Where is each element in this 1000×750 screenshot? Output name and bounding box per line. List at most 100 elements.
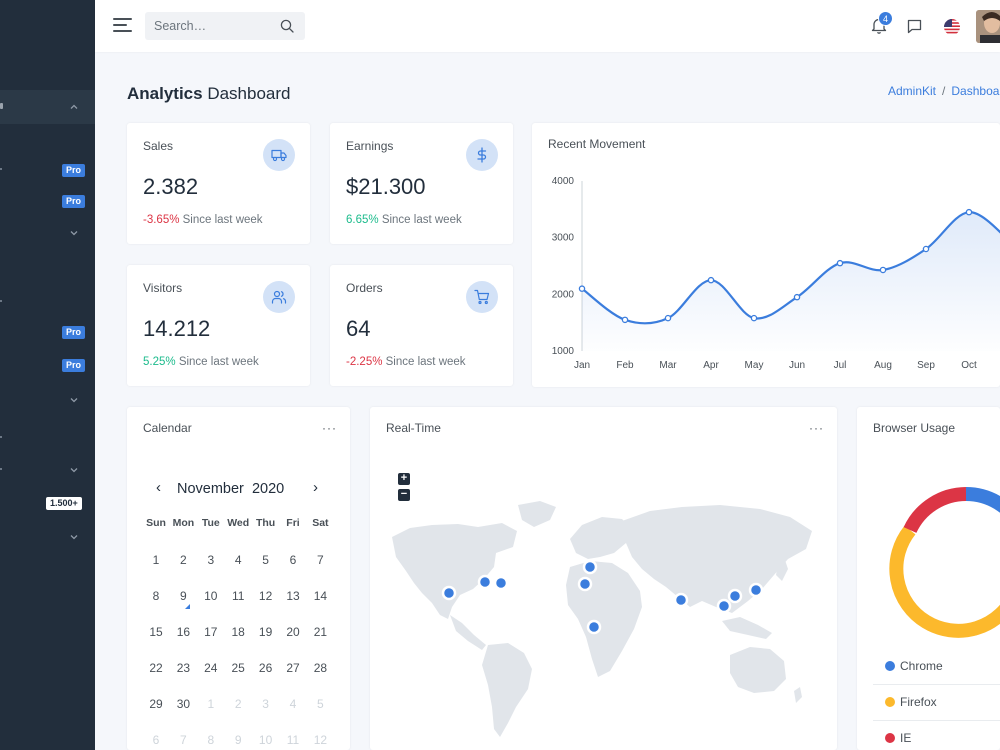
calendar-day[interactable]: 11 [286, 733, 300, 747]
area-fill [582, 212, 1000, 351]
x-tick-label: Jun [789, 360, 805, 371]
calendar-day[interactable]: 18 [231, 625, 245, 639]
stat-value: 64 [346, 316, 371, 341]
calendar-day[interactable]: 30 [176, 697, 191, 711]
world-map[interactable] [370, 407, 837, 750]
breadcrumb: AdminKit/Dashboard [888, 84, 1000, 98]
sidebar-item-marker [0, 168, 2, 170]
chevron-down-icon[interactable] [69, 228, 79, 238]
calendar-next-button[interactable]: › [313, 479, 318, 496]
data-point[interactable] [621, 316, 629, 324]
map-marker[interactable] [673, 592, 689, 608]
donut-segment-ie[interactable] [903, 487, 967, 534]
calendar-day[interactable]: 19 [258, 625, 273, 639]
map-marker[interactable] [582, 559, 598, 575]
calendar-day[interactable]: 24 [204, 661, 218, 675]
map-markers [441, 559, 764, 635]
calendar-day[interactable]: 2 [180, 553, 187, 567]
sidebar-item-dashboards[interactable] [0, 90, 95, 124]
breadcrumb-link-adminkit[interactable]: AdminKit [888, 84, 937, 98]
map-zoom-out-button[interactable]: − [398, 489, 410, 501]
calendar-day[interactable]: 26 [258, 661, 273, 675]
calendar-prev-button[interactable]: ‹ [156, 479, 161, 496]
map-marker[interactable] [441, 585, 457, 601]
calendar-day[interactable]: 10 [258, 733, 273, 747]
chevron-down-icon[interactable] [69, 465, 79, 475]
map-marker[interactable] [716, 598, 732, 614]
map-marker[interactable] [577, 576, 593, 592]
chevron-down-icon[interactable] [69, 532, 79, 542]
calendar-day[interactable]: 25 [231, 661, 245, 675]
x-tick-label: Jul [834, 360, 847, 371]
map-marker[interactable] [477, 574, 493, 590]
calendar-weekday: Mon [172, 517, 195, 529]
calendar-day[interactable]: 29 [149, 697, 163, 711]
calendar-day[interactable]: 2 [234, 697, 242, 711]
donut-segment-firefox[interactable] [889, 525, 1000, 638]
calendar-day[interactable]: 22 [149, 661, 163, 675]
stat-change: 5.25% Since last week [143, 356, 259, 368]
calendar-day[interactable]: 1 [152, 553, 160, 567]
calendar-day[interactable]: 23 [176, 661, 191, 675]
data-point[interactable] [664, 314, 672, 322]
chevron-up-icon[interactable] [69, 102, 79, 112]
map-marker[interactable] [727, 588, 743, 604]
calendar-weekday: Thu [255, 517, 276, 529]
data-point[interactable] [965, 208, 973, 216]
data-point[interactable] [879, 266, 887, 274]
calendar-day[interactable]: 8 [207, 733, 215, 747]
page-title: Analytics Dashboard [127, 84, 291, 103]
calendar-day[interactable]: 3 [262, 697, 269, 711]
chevron-down-icon[interactable] [69, 395, 79, 405]
calendar-day[interactable]: 11 [231, 589, 245, 603]
search-icon[interactable] [280, 19, 294, 33]
calendar-day[interactable]: 3 [207, 553, 215, 567]
map-marker[interactable] [586, 619, 602, 635]
data-point[interactable] [750, 314, 758, 322]
calendar-day[interactable]: 4 [234, 553, 242, 567]
calendar-day[interactable]: 7 [317, 553, 324, 567]
calendar-day[interactable]: 21 [313, 625, 328, 639]
recent-movement-card: Recent Movement 1000 2000 3000 4000 Jan Feb Ma… [532, 123, 1000, 387]
donut-segment-chrome[interactable] [965, 487, 1000, 594]
chat-icon[interactable] [907, 19, 922, 34]
calendar-day[interactable]: 4 [289, 697, 297, 711]
calendar-day[interactable]: 9 [234, 733, 242, 747]
sidebar-item-marker [0, 468, 2, 470]
data-point[interactable] [707, 276, 715, 284]
calendar-day[interactable]: 16 [176, 625, 191, 639]
data-point[interactable] [793, 293, 801, 301]
calendar-day[interactable]: 15 [149, 625, 163, 639]
calendar-day[interactable]: 9 [170, 589, 196, 609]
calendar-day[interactable]: 5 [317, 697, 324, 711]
map-marker[interactable] [493, 575, 509, 591]
more-options-icon[interactable]: ··· [322, 421, 337, 435]
calendar-day[interactable]: 1 [207, 697, 215, 711]
calendar-day[interactable]: 28 [313, 661, 328, 675]
search-input[interactable] [145, 12, 275, 40]
calendar-day[interactable]: 10 [204, 589, 218, 603]
hamburger-menu-icon[interactable] [113, 17, 132, 33]
calendar-day[interactable]: 13 [286, 589, 300, 603]
us-flag-icon[interactable] [944, 19, 960, 35]
calendar-day[interactable]: 7 [180, 733, 187, 747]
calendar-day[interactable]: 5 [262, 553, 269, 567]
calendar-day[interactable]: 6 [289, 553, 297, 567]
x-tick-label: Oct [961, 360, 977, 371]
more-options-icon[interactable]: ··· [809, 421, 824, 435]
calendar-day[interactable]: 12 [313, 733, 328, 747]
data-point[interactable] [836, 259, 844, 267]
calendar-day[interactable]: 17 [204, 625, 218, 639]
avatar[interactable] [976, 10, 1000, 43]
calendar-day[interactable]: 27 [286, 661, 300, 675]
calendar-day[interactable]: 12 [258, 589, 273, 603]
data-point[interactable] [922, 245, 930, 253]
calendar-day[interactable]: 14 [313, 589, 328, 603]
calendar-day[interactable]: 8 [152, 589, 160, 603]
calendar-day[interactable]: 20 [286, 625, 300, 639]
calendar-day[interactable]: 6 [152, 733, 160, 747]
data-point[interactable] [578, 285, 586, 292]
map-zoom-in-button[interactable]: + [398, 473, 410, 485]
map-marker[interactable] [748, 582, 764, 598]
recent-movement-chart: 1000 2000 3000 4000 Jan Feb Mar Apr May Jun Jul Aug… [552, 176, 1000, 371]
